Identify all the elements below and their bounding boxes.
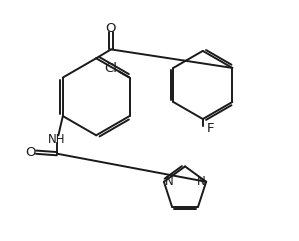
Text: N: N — [196, 175, 205, 188]
Text: N: N — [165, 175, 174, 188]
Text: NH: NH — [48, 133, 66, 146]
Text: O: O — [26, 146, 36, 159]
Text: Cl: Cl — [104, 62, 118, 75]
Text: F: F — [207, 122, 214, 135]
Text: O: O — [106, 22, 116, 34]
